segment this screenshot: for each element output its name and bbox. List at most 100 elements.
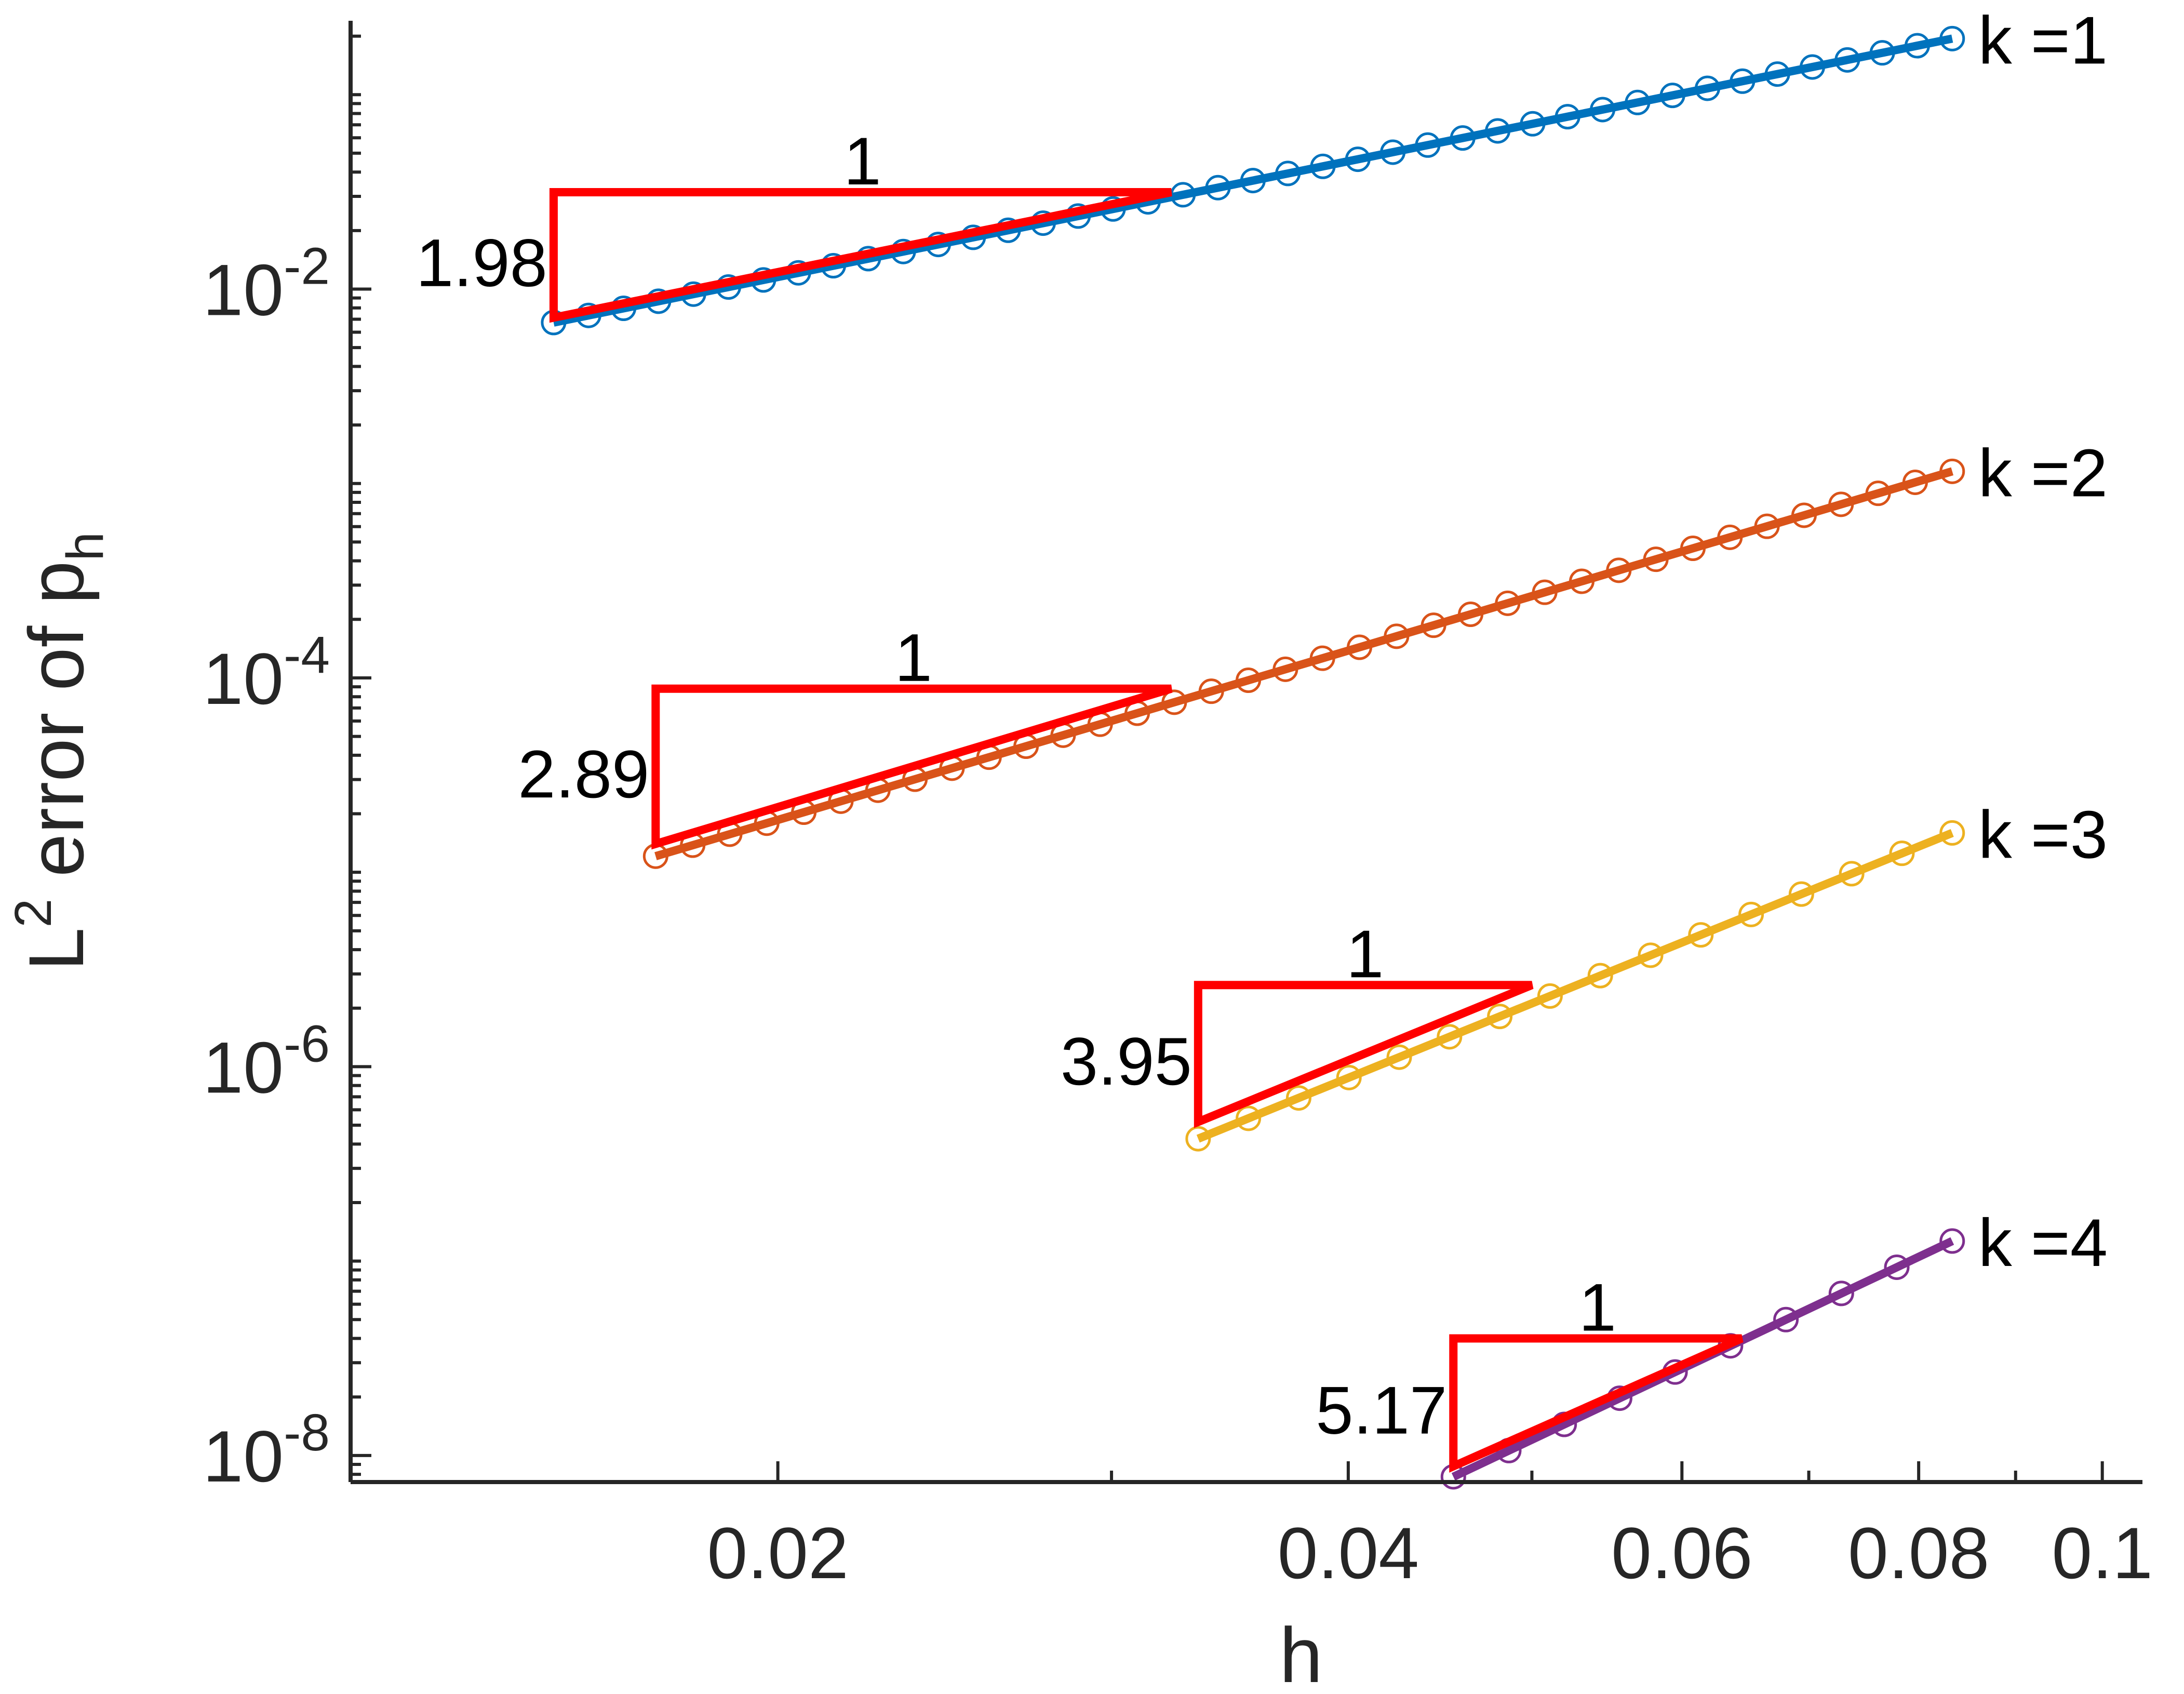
data-point — [1336, 1064, 1362, 1090]
data-point — [1659, 83, 1685, 109]
series-3: k =3 — [1185, 796, 2108, 1152]
data-point — [1834, 47, 1860, 73]
triangle-slope-label: 5.17 — [1316, 1372, 1447, 1448]
data-point — [1236, 1105, 1262, 1131]
data-point — [1285, 1085, 1311, 1111]
data-point — [1799, 54, 1825, 80]
data-point — [1889, 841, 1915, 866]
triangle-run-label: 1 — [895, 620, 932, 696]
triangle-run-label: 1 — [1346, 916, 1384, 992]
data-point — [1754, 513, 1780, 539]
data-point — [1450, 125, 1476, 151]
data-point — [1555, 104, 1580, 130]
data-point — [1828, 491, 1854, 517]
data-point — [1939, 458, 1965, 484]
data-point — [1520, 111, 1546, 137]
y-tick-label: 10-2 — [203, 237, 330, 331]
x-tick-label: 0.08 — [1848, 1512, 1989, 1594]
data-point — [1421, 612, 1446, 638]
triangle-shape — [651, 684, 1173, 850]
data-point — [1638, 942, 1664, 968]
series-line — [654, 467, 1954, 860]
data-point — [1537, 983, 1563, 1009]
series-4: k =4 — [1440, 1205, 2108, 1490]
series-line — [553, 34, 1953, 327]
data-point — [1272, 656, 1298, 682]
data-point — [1240, 168, 1266, 194]
data-point — [1590, 97, 1616, 123]
data-point — [1485, 118, 1511, 144]
x-tick-label: 0.04 — [1278, 1512, 1419, 1594]
data-point — [1275, 161, 1301, 186]
data-point — [1773, 1306, 1799, 1332]
data-point — [1791, 502, 1817, 528]
data-point — [1688, 922, 1714, 948]
y-tick-label: 10-4 — [203, 626, 330, 719]
data-point — [1695, 75, 1721, 101]
triangle-shape — [549, 188, 1172, 323]
data-point — [1764, 61, 1790, 87]
triangle-slope-label: 1.98 — [416, 225, 547, 301]
series-label: k =2 — [1978, 435, 2108, 511]
triangle-shape — [1449, 1334, 1744, 1473]
data-point — [1236, 668, 1262, 693]
data-point — [1415, 132, 1441, 158]
data-point — [1904, 33, 1930, 59]
data-point — [1884, 1254, 1910, 1280]
series-2: k =2 — [642, 435, 2108, 869]
data-point — [1828, 1280, 1854, 1306]
data-point — [1730, 68, 1756, 94]
data-point — [1738, 901, 1764, 927]
data-point — [1347, 634, 1373, 660]
series-layer: k =1 k =2 k =3 k =4 — [541, 2, 2108, 1490]
data-point — [1198, 678, 1224, 704]
data-point — [1939, 820, 1965, 846]
slope-triangle-4: 15.17 — [1316, 1270, 1744, 1473]
data-point — [1939, 1228, 1965, 1254]
series-label: k =4 — [1978, 1205, 2108, 1280]
data-point — [1458, 601, 1484, 627]
series-line — [1196, 829, 1954, 1143]
data-point — [1939, 25, 1965, 51]
data-point — [1487, 1004, 1513, 1030]
triangle-run-label: 1 — [1579, 1270, 1616, 1345]
y-axis-label: L2 error of ph — [4, 532, 114, 971]
data-point — [1606, 557, 1632, 583]
y-label-sup: 2 — [4, 899, 62, 928]
data-point — [1643, 546, 1669, 572]
data-point — [1569, 568, 1595, 594]
data-point — [1495, 590, 1521, 616]
y-label-prefix: L — [12, 928, 100, 971]
data-point — [1345, 146, 1371, 172]
triangle-slope-label: 2.89 — [518, 736, 649, 812]
y-tick-label: 10-8 — [203, 1404, 330, 1497]
x-axis-label: h — [1279, 1611, 1322, 1694]
x-tick-label: 0.02 — [707, 1512, 848, 1594]
x-tick-label: 0.06 — [1611, 1512, 1752, 1594]
data-point — [1437, 1024, 1463, 1050]
data-point — [1386, 1044, 1412, 1070]
slope-triangle-1: 11.98 — [416, 123, 1172, 323]
labels: h L2 error of ph — [4, 532, 1323, 1694]
data-point — [1788, 881, 1814, 907]
y-tick-label: 10-6 — [203, 1015, 330, 1108]
data-point — [1161, 689, 1187, 715]
data-point — [1587, 963, 1613, 989]
data-point — [1869, 40, 1895, 66]
slope-triangle-3: 13.95 — [1061, 916, 1534, 1128]
triangle-shape — [1194, 981, 1534, 1128]
y-label-sub: h — [56, 532, 114, 561]
data-point — [1380, 139, 1406, 165]
data-point — [1839, 861, 1865, 887]
data-point — [1309, 645, 1335, 671]
data-point — [1384, 623, 1410, 649]
series-label: k =3 — [1978, 796, 2108, 872]
data-point — [1625, 89, 1651, 115]
series-label: k =1 — [1978, 2, 2108, 78]
series-1: k =1 — [541, 2, 2108, 336]
data-point — [1205, 175, 1231, 201]
slope-triangle-2: 12.89 — [518, 620, 1173, 850]
data-point — [1532, 579, 1558, 605]
data-point — [1717, 524, 1743, 550]
